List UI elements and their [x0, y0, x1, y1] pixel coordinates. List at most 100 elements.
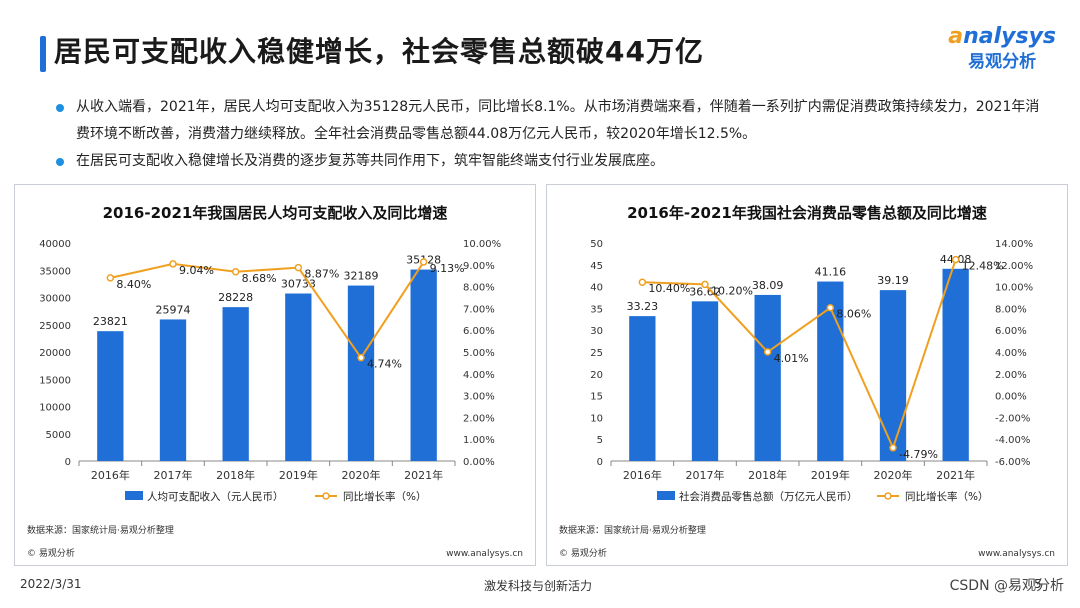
bar-value-label: 38.09 [752, 279, 784, 292]
y-left-tick-label: 45 [590, 261, 603, 272]
bar-value-label: 23821 [93, 315, 128, 328]
y-right-tick-label: 6.00% [463, 326, 495, 337]
y-right-tick-label: 7.00% [463, 304, 495, 315]
y-left-tick-label: 50 [590, 239, 603, 250]
x-tick-label: 2020年 [874, 468, 913, 482]
y-left-tick-label: 15 [590, 392, 603, 403]
website: www.analysys.cn [446, 549, 523, 559]
growth-rate-label: -4.79% [899, 448, 938, 461]
y-right-tick-label: 0.00% [995, 392, 1027, 403]
growth-rate-line [110, 261, 425, 360]
bar-6 [942, 268, 969, 461]
legend-bar-label: 人均可支配收入（元人民币） [147, 490, 284, 503]
x-tick-label: 2018年 [748, 468, 787, 482]
y-left-tick-label: 30 [590, 326, 603, 337]
y-right-tick-label: 2.00% [463, 413, 495, 424]
bar-3 [222, 307, 249, 461]
growth-rate-label: 9.13% [430, 262, 465, 275]
growth-rate-point [951, 255, 960, 264]
growth-rate-point [106, 274, 115, 282]
growth-rate-point [169, 260, 177, 268]
footer-date: 2022/3/31 [20, 577, 82, 591]
logo-wordmark: nalysys [963, 24, 1056, 49]
y-left-tick-label: 40000 [39, 239, 71, 250]
growth-rate-line [642, 259, 957, 451]
growth-rate-label: 4.74% [367, 358, 402, 371]
chart-panel-income: 2016-2021年我国居民人均可支配收入及同比增速 0 5000 10000 1500… [14, 184, 536, 566]
chart-title: 2016年-2021年我国社会消费品零售总额及同比增速 [627, 204, 987, 222]
bar-value-label: 41.16 [815, 266, 847, 279]
bar-6 [410, 269, 437, 461]
y-left-tick-label: 35 [590, 304, 603, 315]
growth-rate-label: 8.40% [116, 278, 151, 291]
growth-rate-label: 8.68% [242, 272, 277, 285]
y-left-tick-label: 5 [597, 435, 603, 446]
legend-line-label: 同比增长率（%） [905, 490, 988, 503]
growth-rate-point [889, 444, 897, 452]
logo-chinese: 易观分析 [968, 52, 1037, 72]
bar-value-label: 25974 [156, 303, 191, 316]
growth-rate-point [826, 303, 835, 312]
y-right-tick-label: 1.00% [463, 435, 495, 446]
copyright: © 易观分析 [559, 547, 607, 559]
bullet-item-foundation: 在居民可支配收入稳健增长及消费的逐步复苏等共同作用下，筑牢智能终端支付行业发展底… [54, 148, 1044, 175]
y-right-tick-label: 6.00% [995, 326, 1027, 337]
y-left-tick-label: 0 [65, 457, 71, 468]
page-title: 居民可支配收入稳健增长，社会零售总额破44万亿 [54, 35, 704, 68]
x-tick-label: 2016年 [623, 468, 662, 482]
growth-rate-label: 9.04% [179, 264, 214, 277]
bar-value-label: 36.62 [689, 285, 721, 298]
growth-rate-point [419, 258, 428, 266]
y-left-tick-label: 0 [597, 457, 603, 468]
bar-3 [754, 294, 781, 461]
growth-rate-point [701, 280, 709, 289]
csdn-watermark: CSDN @易观分析 [949, 578, 1064, 594]
x-tick-label: 2019年 [811, 468, 850, 482]
growth-rate-point [231, 268, 240, 276]
bullet-item-income: 从收入端看，2021年，居民人均可支配收入为35128元人民币，同比增长8.1%… [54, 94, 1044, 148]
y-left-tick-label: 10 [590, 413, 603, 424]
legend-bar-label: 社会消费品零售总额（万亿元人民币） [679, 490, 858, 503]
y-left-tick-label: 20 [590, 370, 603, 381]
growth-rate-label: 10.20% [711, 284, 753, 297]
y-right-tick-label: -4.00% [995, 435, 1030, 446]
data-source: 数据来源：国家统计局·易观分析整理 [559, 524, 706, 536]
growth-rate-point [763, 348, 772, 356]
legend-line-marker [884, 492, 892, 500]
y-left-tick-label: 5000 [46, 430, 71, 441]
y-right-tick-label: 5.00% [463, 348, 495, 359]
y-left-tick-label: 35000 [39, 266, 71, 277]
y-right-tick-label: 2.00% [995, 370, 1027, 381]
y-left-tick-label: 20000 [39, 348, 71, 359]
growth-rate-label: 10.40% [648, 282, 690, 295]
growth-rate-label: 8.87% [304, 268, 339, 281]
bar-2 [691, 301, 719, 461]
legend-bar-swatch [125, 491, 143, 500]
bar-4 [285, 293, 312, 461]
website: www.analysys.cn [978, 549, 1055, 559]
y-right-tick-label: 12.00% [995, 261, 1033, 272]
y-left-tick-label: 30000 [39, 294, 71, 305]
y-left-tick-label: 15000 [39, 375, 71, 386]
legend-bar-swatch [657, 491, 675, 500]
y-right-tick-label: 10.00% [995, 283, 1033, 294]
growth-rate-label: 8.06% [836, 308, 871, 321]
x-tick-label: 2020年 [342, 468, 381, 482]
y-left-tick-label: 25000 [39, 321, 71, 332]
x-tick-label: 2018年 [216, 468, 255, 482]
y-right-tick-label: 3.00% [463, 392, 495, 403]
y-left-tick-label: 25 [590, 348, 603, 359]
y-right-tick-label: 4.00% [463, 370, 495, 381]
logo-letter-a: a [948, 24, 964, 49]
title-accent-bar [40, 36, 46, 72]
y-right-tick-label: -2.00% [995, 413, 1030, 424]
x-tick-label: 2016年 [91, 468, 130, 482]
bar-value-label: 32189 [344, 270, 379, 283]
x-tick-label: 2021年 [936, 468, 975, 482]
y-left-tick-label: 40 [590, 283, 603, 294]
retail-chart: 2016年-2021年我国社会消费品零售总额及同比增速 0 5 10 15 20 25 30 3… [559, 204, 1055, 559]
legend-line-marker [322, 492, 330, 500]
y-right-tick-label: 8.00% [463, 283, 495, 294]
summary-bullets: 从收入端看，2021年，居民人均可支配收入为35128元人民币，同比增长8.1%… [54, 94, 1044, 175]
bar-2 [159, 319, 187, 461]
